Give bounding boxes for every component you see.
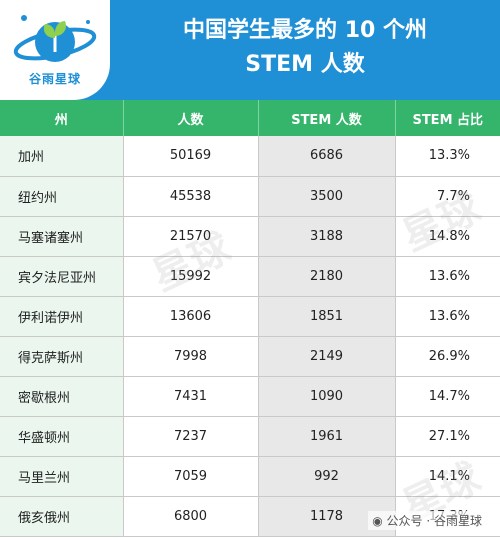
cell-state: 纽约州 <box>0 176 124 217</box>
page-title: 中国学生最多的 10 个州 STEM 人数 <box>120 14 490 82</box>
cell-stem: 992 <box>258 456 396 497</box>
table-header-row: 州 人数 STEM 人数 STEM 占比 <box>0 100 500 136</box>
table-row: 马塞诸塞州 21570 3188 14.8% <box>0 216 500 257</box>
cell-stem: 6686 <box>258 136 396 177</box>
cell-people: 21570 <box>123 216 259 257</box>
cell-share: 27.1% <box>395 416 500 457</box>
cell-state: 马里兰州 <box>0 456 124 497</box>
cell-stem: 1851 <box>258 296 396 337</box>
cell-people: 7431 <box>123 376 259 417</box>
cell-stem: 2149 <box>258 336 396 377</box>
cell-state: 密歇根州 <box>0 376 124 417</box>
cell-share: 14.7% <box>395 376 500 417</box>
cell-state: 马塞诸塞州 <box>0 216 124 257</box>
cell-people: 50169 <box>123 136 259 177</box>
stem-table: 州 人数 STEM 人数 STEM 占比 加州 50169 6686 13.3%… <box>0 100 500 537</box>
cell-state: 俄亥俄州 <box>0 496 124 537</box>
wechat-account-text: 公众号 · 谷雨星球 <box>386 514 482 528</box>
cell-people: 7998 <box>123 336 259 377</box>
cell-stem: 3500 <box>258 176 396 217</box>
cell-state: 华盛顿州 <box>0 416 124 457</box>
wechat-icon: ◉ <box>372 514 383 528</box>
header-banner: 谷雨星球 中国学生最多的 10 个州 STEM 人数 <box>0 0 500 100</box>
table-row: 华盛顿州 7237 1961 27.1% <box>0 416 500 457</box>
table-row: 加州 50169 6686 13.3% <box>0 136 500 177</box>
table-row: 马里兰州 7059 992 14.1% <box>0 456 500 497</box>
table-row: 密歇根州 7431 1090 14.7% <box>0 376 500 417</box>
wechat-account-label: ◉ 公众号 · 谷雨星球 <box>368 511 486 530</box>
logo: 谷雨星球 <box>0 0 110 100</box>
cell-share: 14.8% <box>395 216 500 257</box>
cell-share: 7.7% <box>395 176 500 217</box>
cell-stem: 1961 <box>258 416 396 457</box>
title-line-2: STEM 人数 <box>245 52 365 77</box>
cell-share: 13.6% <box>395 296 500 337</box>
logo-text: 谷雨星球 <box>28 72 81 86</box>
cell-people: 13606 <box>123 296 259 337</box>
cell-people: 45538 <box>123 176 259 217</box>
table-row: 宾夕法尼亚州 15992 2180 13.6% <box>0 256 500 297</box>
header-people: 人数 <box>123 100 259 136</box>
cell-state: 宾夕法尼亚州 <box>0 256 124 297</box>
planet-sprout-icon <box>13 15 97 62</box>
table-row: 得克萨斯州 7998 2149 26.9% <box>0 336 500 377</box>
header-stem-share: STEM 占比 <box>395 100 500 136</box>
cell-people: 15992 <box>123 256 259 297</box>
cell-stem: 2180 <box>258 256 396 297</box>
cell-share: 13.6% <box>395 256 500 297</box>
cell-people: 7059 <box>123 456 259 497</box>
cell-stem: 1090 <box>258 376 396 417</box>
cell-state: 伊利诺伊州 <box>0 296 124 337</box>
table-row: 伊利诺伊州 13606 1851 13.6% <box>0 296 500 337</box>
cell-stem: 3188 <box>258 216 396 257</box>
header-stem-people: STEM 人数 <box>258 100 396 136</box>
cell-share: 26.9% <box>395 336 500 377</box>
cell-share: 13.3% <box>395 136 500 177</box>
cell-state: 得克萨斯州 <box>0 336 124 377</box>
cell-share: 14.1% <box>395 456 500 497</box>
table-row: 纽约州 45538 3500 7.7% <box>0 176 500 217</box>
title-line-1: 中国学生最多的 10 个州 <box>183 18 427 43</box>
cell-people: 6800 <box>123 496 259 537</box>
cell-state: 加州 <box>0 136 124 177</box>
header-state: 州 <box>0 100 124 136</box>
cell-people: 7237 <box>123 416 259 457</box>
